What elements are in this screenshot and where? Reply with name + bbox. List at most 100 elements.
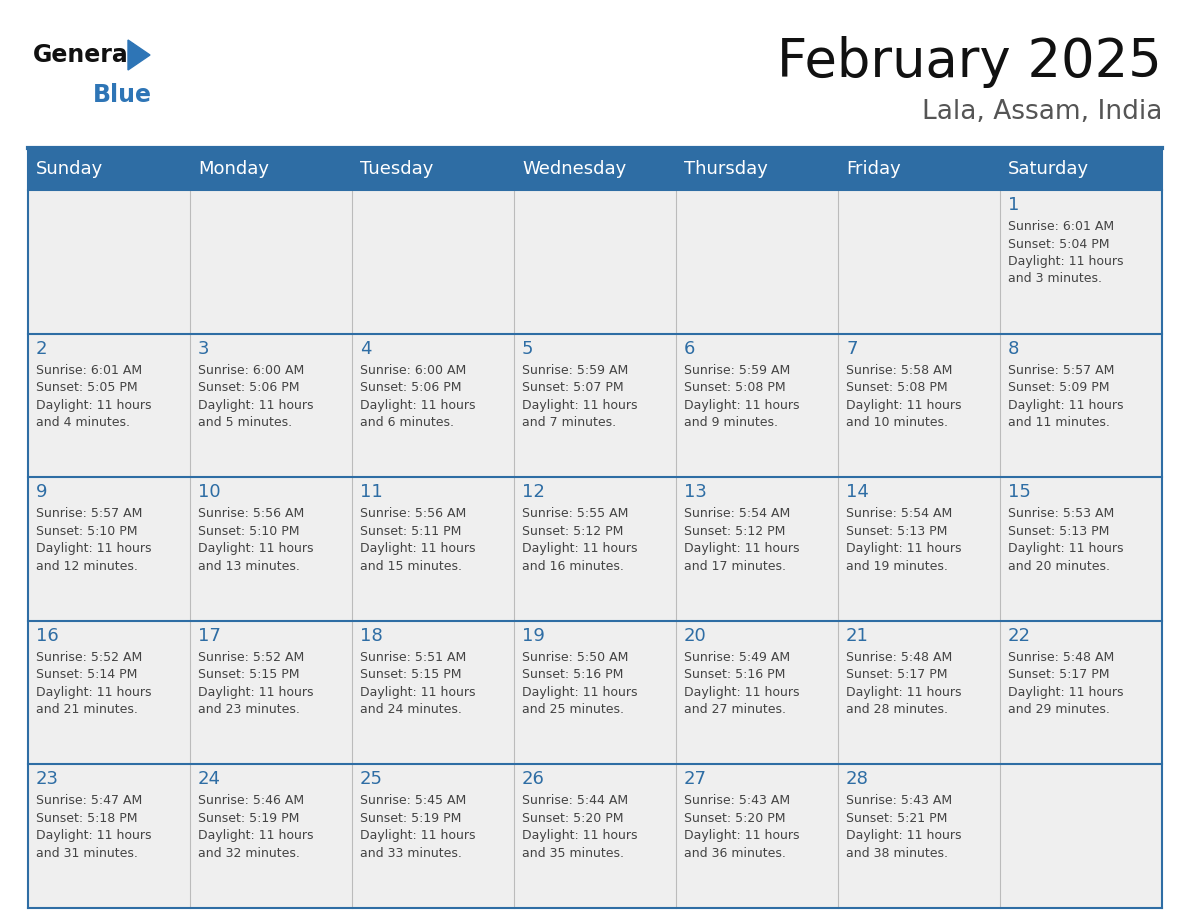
Text: Daylight: 11 hours: Daylight: 11 hours: [360, 829, 475, 843]
Bar: [1000, 333, 1162, 477]
Text: Sunset: 5:12 PM: Sunset: 5:12 PM: [684, 525, 785, 538]
Text: Sunrise: 5:43 AM: Sunrise: 5:43 AM: [846, 794, 952, 808]
Text: 10: 10: [198, 483, 221, 501]
Text: and 29 minutes.: and 29 minutes.: [1007, 703, 1110, 716]
Text: Sunrise: 5:54 AM: Sunrise: 5:54 AM: [684, 508, 790, 521]
Bar: [514, 621, 676, 765]
Bar: [1000, 621, 1162, 765]
Bar: [190, 477, 352, 621]
Text: Sunrise: 5:44 AM: Sunrise: 5:44 AM: [522, 794, 628, 808]
Text: Tuesday: Tuesday: [360, 160, 434, 178]
Text: Sunrise: 6:01 AM: Sunrise: 6:01 AM: [36, 364, 143, 376]
Text: and 11 minutes.: and 11 minutes.: [1007, 416, 1110, 429]
Text: 17: 17: [198, 627, 221, 644]
Text: Sunrise: 5:51 AM: Sunrise: 5:51 AM: [360, 651, 466, 664]
Text: and 5 minutes.: and 5 minutes.: [198, 416, 292, 429]
Text: Sunset: 5:10 PM: Sunset: 5:10 PM: [198, 525, 299, 538]
Text: 8: 8: [1007, 340, 1019, 358]
Text: Monday: Monday: [198, 160, 268, 178]
Text: Sunrise: 5:52 AM: Sunrise: 5:52 AM: [198, 651, 304, 664]
Bar: [838, 477, 1000, 621]
Text: Sunset: 5:06 PM: Sunset: 5:06 PM: [360, 381, 461, 394]
Text: Sunrise: 5:54 AM: Sunrise: 5:54 AM: [846, 508, 953, 521]
Text: Sunrise: 5:56 AM: Sunrise: 5:56 AM: [360, 508, 466, 521]
Text: Sunrise: 5:59 AM: Sunrise: 5:59 AM: [684, 364, 790, 376]
Text: and 12 minutes.: and 12 minutes.: [36, 560, 138, 573]
Text: Daylight: 11 hours: Daylight: 11 hours: [522, 686, 638, 699]
Bar: [190, 190, 352, 333]
Text: 22: 22: [1007, 627, 1031, 644]
Bar: [29, 190, 190, 333]
Text: 11: 11: [360, 483, 383, 501]
Text: and 3 minutes.: and 3 minutes.: [1007, 273, 1102, 285]
Text: Sunset: 5:13 PM: Sunset: 5:13 PM: [846, 525, 947, 538]
Text: Daylight: 11 hours: Daylight: 11 hours: [198, 686, 314, 699]
Bar: [514, 190, 676, 333]
Text: 6: 6: [684, 340, 695, 358]
Text: Sunrise: 5:58 AM: Sunrise: 5:58 AM: [846, 364, 953, 376]
Text: 27: 27: [684, 770, 707, 789]
Bar: [29, 333, 190, 477]
Text: Daylight: 11 hours: Daylight: 11 hours: [846, 398, 961, 411]
Bar: [838, 765, 1000, 908]
Bar: [29, 765, 190, 908]
Bar: [514, 477, 676, 621]
Text: Daylight: 11 hours: Daylight: 11 hours: [846, 686, 961, 699]
Text: 18: 18: [360, 627, 383, 644]
Text: Daylight: 11 hours: Daylight: 11 hours: [522, 398, 638, 411]
Text: Daylight: 11 hours: Daylight: 11 hours: [360, 398, 475, 411]
Text: Sunset: 5:21 PM: Sunset: 5:21 PM: [846, 812, 947, 825]
Bar: [676, 190, 838, 333]
Text: Daylight: 11 hours: Daylight: 11 hours: [36, 398, 152, 411]
Text: and 19 minutes.: and 19 minutes.: [846, 560, 948, 573]
Text: 12: 12: [522, 483, 545, 501]
Text: Daylight: 11 hours: Daylight: 11 hours: [1007, 686, 1124, 699]
Text: Sunrise: 5:50 AM: Sunrise: 5:50 AM: [522, 651, 628, 664]
Text: Sunset: 5:17 PM: Sunset: 5:17 PM: [846, 668, 948, 681]
Text: Daylight: 11 hours: Daylight: 11 hours: [684, 543, 800, 555]
Text: Sunset: 5:09 PM: Sunset: 5:09 PM: [1007, 381, 1110, 394]
Text: Sunset: 5:20 PM: Sunset: 5:20 PM: [522, 812, 624, 825]
Text: 14: 14: [846, 483, 868, 501]
Text: Daylight: 11 hours: Daylight: 11 hours: [1007, 543, 1124, 555]
Text: Sunrise: 5:47 AM: Sunrise: 5:47 AM: [36, 794, 143, 808]
Text: Daylight: 11 hours: Daylight: 11 hours: [684, 829, 800, 843]
Text: and 6 minutes.: and 6 minutes.: [360, 416, 454, 429]
Text: Sunset: 5:07 PM: Sunset: 5:07 PM: [522, 381, 624, 394]
Text: 7: 7: [846, 340, 858, 358]
Text: Sunrise: 5:56 AM: Sunrise: 5:56 AM: [198, 508, 304, 521]
Text: 20: 20: [684, 627, 707, 644]
Text: Sunset: 5:19 PM: Sunset: 5:19 PM: [360, 812, 461, 825]
Text: General: General: [33, 43, 137, 67]
Text: Daylight: 11 hours: Daylight: 11 hours: [198, 543, 314, 555]
Text: Sunset: 5:16 PM: Sunset: 5:16 PM: [522, 668, 624, 681]
Bar: [1000, 765, 1162, 908]
Text: Sunrise: 5:45 AM: Sunrise: 5:45 AM: [360, 794, 466, 808]
Text: Sunset: 5:10 PM: Sunset: 5:10 PM: [36, 525, 138, 538]
Text: Daylight: 11 hours: Daylight: 11 hours: [36, 543, 152, 555]
Text: February 2025: February 2025: [777, 36, 1162, 88]
Text: Daylight: 11 hours: Daylight: 11 hours: [846, 829, 961, 843]
Text: Daylight: 11 hours: Daylight: 11 hours: [846, 543, 961, 555]
Bar: [190, 333, 352, 477]
Text: Daylight: 11 hours: Daylight: 11 hours: [360, 543, 475, 555]
Bar: [352, 190, 514, 333]
Text: and 32 minutes.: and 32 minutes.: [198, 847, 299, 860]
Text: and 21 minutes.: and 21 minutes.: [36, 703, 138, 716]
Text: 9: 9: [36, 483, 48, 501]
Text: Sunrise: 5:49 AM: Sunrise: 5:49 AM: [684, 651, 790, 664]
Bar: [352, 765, 514, 908]
Bar: [1000, 190, 1162, 333]
Bar: [514, 333, 676, 477]
Text: 19: 19: [522, 627, 545, 644]
Text: 23: 23: [36, 770, 59, 789]
Text: Daylight: 11 hours: Daylight: 11 hours: [1007, 398, 1124, 411]
Text: Sunrise: 6:00 AM: Sunrise: 6:00 AM: [360, 364, 466, 376]
Text: Sunset: 5:11 PM: Sunset: 5:11 PM: [360, 525, 461, 538]
Text: and 9 minutes.: and 9 minutes.: [684, 416, 778, 429]
Text: 24: 24: [198, 770, 221, 789]
Text: Sunrise: 5:55 AM: Sunrise: 5:55 AM: [522, 508, 628, 521]
Text: and 15 minutes.: and 15 minutes.: [360, 560, 462, 573]
Text: Blue: Blue: [93, 83, 152, 107]
Bar: [29, 621, 190, 765]
